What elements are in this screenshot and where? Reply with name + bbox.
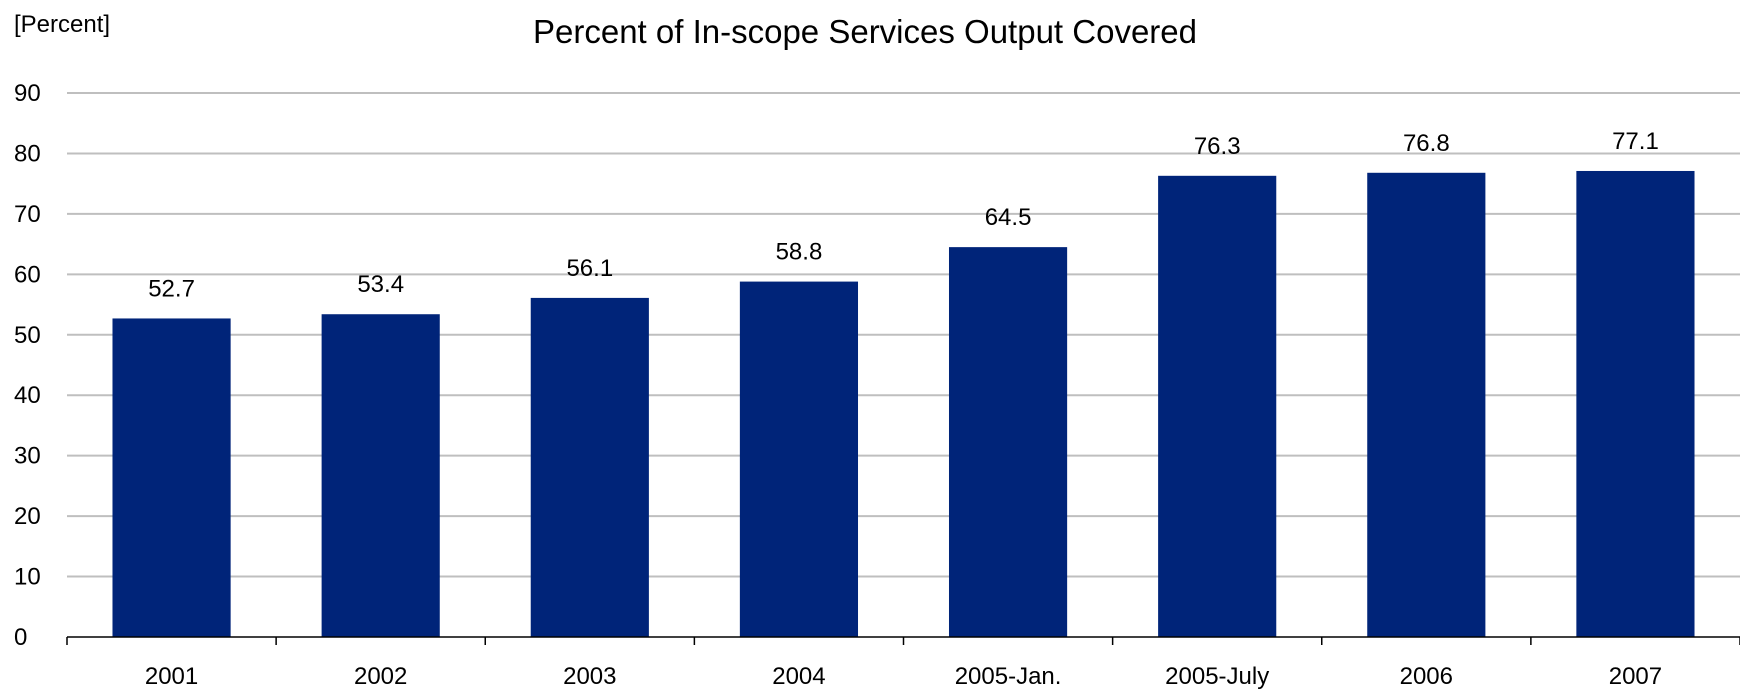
bars (112, 170, 1695, 637)
x-category-label: 2006 (1400, 663, 1453, 690)
bar (1576, 170, 1695, 637)
x-axis-categories: 2001 2002 2003 2004 2005-Jan. 2005-July 2006 20… (145, 663, 1662, 690)
chart-title: Percent of In-scope Services Output Cove… (533, 13, 1197, 50)
bar (112, 318, 231, 637)
x-category-label: 2005-Jan. (955, 663, 1062, 690)
y-tick-label: 50 (14, 322, 41, 349)
bar (530, 297, 649, 637)
bar-value-label: 76.3 (1194, 133, 1241, 160)
bar-value-label: 53.4 (357, 271, 404, 298)
bar (739, 281, 859, 637)
data-labels: 52.7 53.4 56.1 58.8 64.5 76.3 76.8 77.1 (148, 128, 1659, 302)
gridlines (67, 92, 1740, 578)
y-tick-label: 40 (14, 382, 41, 409)
y-tick-label: 90 (14, 80, 41, 107)
x-category-label: 2003 (563, 663, 616, 690)
bar-value-label: 64.5 (985, 204, 1032, 231)
x-category-label: 2005-July (1165, 663, 1269, 690)
x-category-label: 2007 (1609, 663, 1662, 690)
y-tick-label: 20 (14, 503, 41, 530)
y-tick-label: 80 (14, 140, 41, 167)
bar (321, 314, 440, 637)
bar-value-label: 56.1 (566, 255, 613, 282)
y-tick-label: 60 (14, 261, 41, 288)
y-axis-unit-label: [Percent] (14, 11, 110, 38)
bar-value-label: 58.8 (776, 239, 823, 266)
bar-value-label: 52.7 (148, 275, 195, 302)
bar-value-label: 76.8 (1403, 130, 1450, 157)
y-tick-label: 70 (14, 201, 41, 228)
x-category-label: 2004 (772, 663, 825, 690)
y-axis-ticks: 0 10 20 30 40 50 60 70 80 90 (14, 80, 41, 651)
bar (1367, 172, 1486, 637)
bar (948, 247, 1068, 637)
x-category-label: 2002 (354, 663, 407, 690)
y-tick-label: 0 (14, 624, 27, 651)
y-tick-label: 10 (14, 564, 41, 591)
bar (1158, 175, 1277, 637)
y-tick-label: 30 (14, 443, 41, 470)
bar-value-label: 77.1 (1612, 128, 1659, 155)
x-category-label: 2001 (145, 663, 198, 690)
x-axis (66, 636, 1740, 645)
